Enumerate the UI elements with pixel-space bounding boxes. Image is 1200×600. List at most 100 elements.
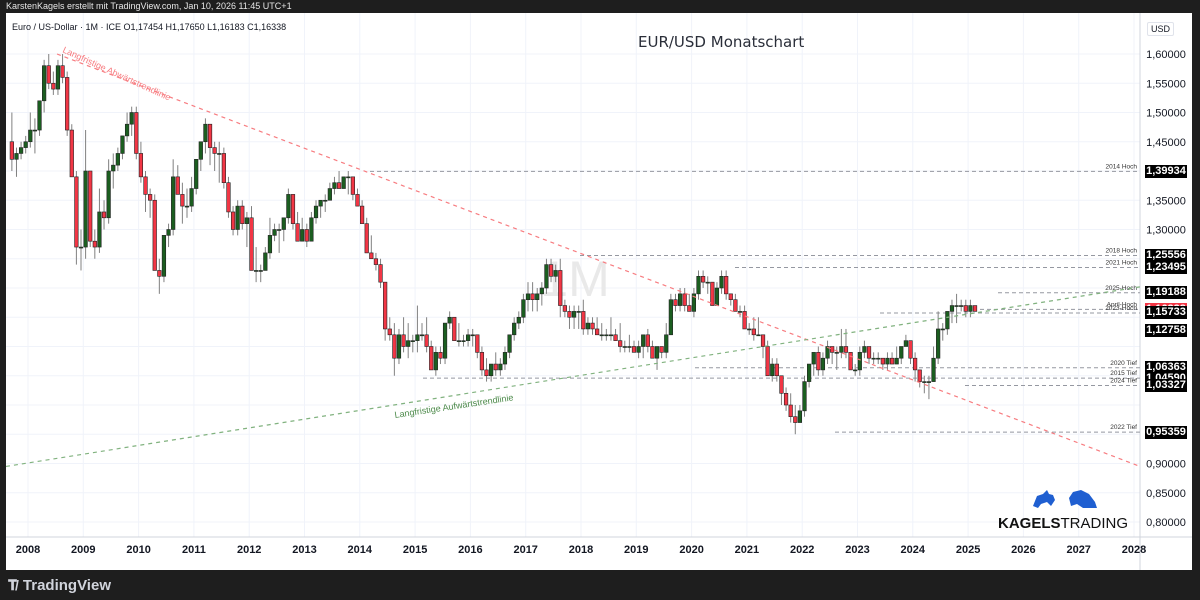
candle[interactable] xyxy=(207,123,213,148)
candle[interactable] xyxy=(857,352,862,371)
candle[interactable] xyxy=(516,316,521,324)
candle[interactable] xyxy=(332,182,337,189)
chart-frame[interactable] xyxy=(6,13,1192,570)
candle[interactable] xyxy=(696,275,701,295)
candle[interactable] xyxy=(78,246,84,249)
candle[interactable] xyxy=(97,211,102,248)
candle[interactable] xyxy=(793,416,798,423)
candle[interactable] xyxy=(885,357,890,365)
candle[interactable] xyxy=(779,375,784,394)
candle[interactable] xyxy=(525,293,531,301)
candle[interactable] xyxy=(346,176,351,179)
candle[interactable] xyxy=(383,281,388,330)
candle[interactable] xyxy=(876,357,881,360)
candle[interactable] xyxy=(866,346,872,359)
candle[interactable] xyxy=(240,205,245,224)
candle[interactable] xyxy=(433,352,438,371)
candle[interactable] xyxy=(512,322,517,336)
candle[interactable] xyxy=(249,217,254,271)
candle[interactable] xyxy=(913,357,918,371)
candle[interactable] xyxy=(544,264,549,289)
candle[interactable] xyxy=(456,340,461,342)
candle[interactable] xyxy=(571,311,577,318)
candle[interactable] xyxy=(313,205,319,219)
candle[interactable] xyxy=(959,305,964,307)
candle[interactable] xyxy=(673,299,678,306)
candle[interactable] xyxy=(65,77,70,131)
candle[interactable] xyxy=(949,305,955,312)
candle[interactable] xyxy=(502,352,508,365)
candle[interactable] xyxy=(406,340,411,347)
candle[interactable] xyxy=(364,223,369,254)
candle[interactable] xyxy=(834,352,839,354)
candle[interactable] xyxy=(106,170,111,219)
candle[interactable] xyxy=(143,176,148,195)
candle[interactable] xyxy=(650,346,655,359)
candle[interactable] xyxy=(788,404,793,417)
candle[interactable] xyxy=(687,305,692,312)
candle[interactable] xyxy=(475,334,480,353)
candle[interactable] xyxy=(419,334,425,337)
candle[interactable] xyxy=(212,147,217,154)
candle[interactable] xyxy=(604,334,609,337)
candle[interactable] xyxy=(608,334,614,337)
candle[interactable] xyxy=(728,293,733,301)
candle[interactable] xyxy=(710,281,715,306)
candle[interactable] xyxy=(908,340,913,359)
candle[interactable] xyxy=(355,194,360,207)
candle[interactable] xyxy=(14,153,19,160)
candle[interactable] xyxy=(42,65,47,102)
candle[interactable] xyxy=(55,65,61,90)
candle[interactable] xyxy=(37,100,42,131)
candle[interactable] xyxy=(452,316,457,341)
candle[interactable] xyxy=(189,188,194,207)
candle[interactable] xyxy=(936,328,941,359)
candle[interactable] xyxy=(581,311,586,330)
candle[interactable] xyxy=(691,293,697,312)
candle[interactable] xyxy=(410,340,415,342)
candle[interactable] xyxy=(258,270,263,272)
candle[interactable] xyxy=(724,275,729,295)
candle[interactable] xyxy=(530,293,535,301)
candle[interactable] xyxy=(184,205,190,208)
candle[interactable] xyxy=(396,334,402,359)
candle[interactable] xyxy=(166,229,171,236)
candle[interactable] xyxy=(230,211,236,230)
candle[interactable] xyxy=(120,135,125,154)
candle[interactable] xyxy=(816,352,821,371)
candle[interactable] xyxy=(254,270,259,272)
candle[interactable] xyxy=(424,334,429,347)
candle[interactable] xyxy=(9,141,14,160)
candle[interactable] xyxy=(590,322,595,330)
candle[interactable] xyxy=(360,205,365,224)
candle[interactable] xyxy=(267,235,273,254)
candle[interactable] xyxy=(539,287,544,295)
candle[interactable] xyxy=(138,153,144,178)
candle[interactable] xyxy=(751,328,756,336)
candle[interactable] xyxy=(461,340,466,342)
candle[interactable] xyxy=(438,352,443,359)
candle[interactable] xyxy=(124,123,130,137)
candle[interactable] xyxy=(23,141,28,148)
candle[interactable] xyxy=(157,270,162,277)
candle[interactable] xyxy=(46,65,51,84)
candle[interactable] xyxy=(631,346,637,353)
candle[interactable] xyxy=(719,275,724,289)
candle[interactable] xyxy=(659,346,664,353)
candle[interactable] xyxy=(323,199,328,202)
candle[interactable] xyxy=(392,334,397,359)
candle[interactable] xyxy=(161,235,167,277)
candle[interactable] xyxy=(479,352,485,371)
candle[interactable] xyxy=(272,229,277,236)
candle[interactable] xyxy=(636,346,641,353)
candle[interactable] xyxy=(931,357,936,382)
candle[interactable] xyxy=(756,334,761,337)
candle[interactable] xyxy=(585,322,591,330)
candle[interactable] xyxy=(645,334,650,347)
candle[interactable] xyxy=(470,334,475,337)
candle[interactable] xyxy=(134,112,139,154)
candle[interactable] xyxy=(18,147,24,154)
candle[interactable] xyxy=(820,357,826,371)
candle[interactable] xyxy=(968,305,973,312)
